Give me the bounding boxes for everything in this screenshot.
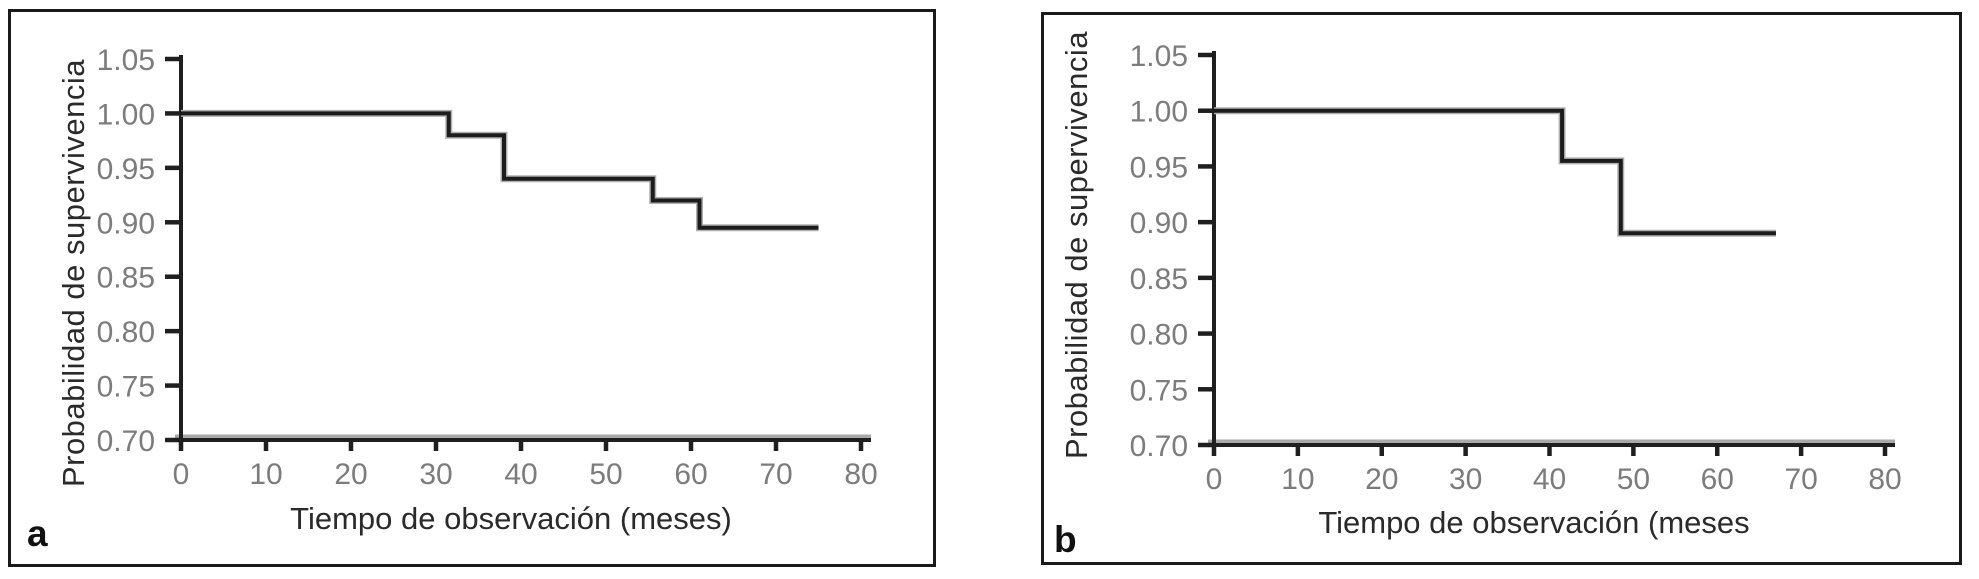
x-axis bbox=[1208, 439, 1895, 447]
x-tick-label: 10 bbox=[249, 458, 282, 491]
x-tick-label: 0 bbox=[1206, 463, 1223, 496]
x-tick-label: 80 bbox=[844, 458, 877, 491]
y-tick-label: 0.70 bbox=[1130, 430, 1188, 463]
x-ticks bbox=[178, 440, 864, 451]
x-tick-labels: 0 10 20 30 40 50 60 70 80 bbox=[1206, 463, 1902, 496]
x-tick-label: 10 bbox=[1281, 463, 1314, 496]
y-tick-label: 0.70 bbox=[97, 425, 155, 458]
x-tick-label: 60 bbox=[1701, 463, 1734, 496]
x-axis bbox=[175, 434, 871, 442]
y-tick-label: 0.80 bbox=[1130, 319, 1188, 352]
y-tick-label: 0.85 bbox=[97, 262, 155, 295]
y-tick-label: 1.00 bbox=[1130, 96, 1188, 129]
x-tick-label: 40 bbox=[1533, 463, 1566, 496]
y-tick-label: 0.95 bbox=[1130, 151, 1188, 184]
x-ticks bbox=[1211, 445, 1888, 456]
x-tick-label: 70 bbox=[1784, 463, 1817, 496]
panel-b: 0.70 0.75 0.80 0.85 0.90 0.95 1.00 1.05 0 10 20 30 4… bbox=[1041, 12, 1962, 565]
x-tick-label: 50 bbox=[589, 458, 622, 491]
x-tick-label: 30 bbox=[419, 458, 452, 491]
y-tick-label: 0.90 bbox=[97, 207, 155, 240]
y-tick-label: 0.75 bbox=[97, 371, 155, 404]
panel-letter-b: b bbox=[1054, 519, 1077, 560]
y-ticks bbox=[165, 56, 181, 443]
panel-a: 0.70 0.75 0.80 0.85 0.90 0.95 1.00 1.05 0 10 20 30 4… bbox=[8, 9, 936, 567]
y-tick-label: 0.80 bbox=[97, 316, 155, 349]
x-axis-label: Tiempo de observación (meses) bbox=[290, 501, 732, 536]
x-axis-label: Tiempo de observación (meses bbox=[1318, 505, 1750, 540]
y-tick-label: 1.05 bbox=[97, 44, 155, 77]
x-tick-label: 60 bbox=[674, 458, 707, 491]
y-tick-label: 0.85 bbox=[1130, 263, 1188, 296]
x-tick-label: 40 bbox=[504, 458, 537, 491]
y-tick-label: 0.90 bbox=[1130, 207, 1188, 240]
y-tick-labels: 0.70 0.75 0.80 0.85 0.90 0.95 1.00 1.05 bbox=[97, 44, 155, 458]
x-tick-label: 70 bbox=[759, 458, 792, 491]
y-tick-label: 1.00 bbox=[97, 98, 155, 131]
survival-curve bbox=[181, 109, 819, 232]
x-tick-label: 20 bbox=[334, 458, 367, 491]
x-tick-label: 80 bbox=[1868, 463, 1901, 496]
y-tick-label: 0.75 bbox=[1130, 374, 1188, 407]
survival-curve bbox=[1214, 107, 1776, 237]
y-ticks bbox=[1198, 52, 1214, 448]
y-axis-label: Probabilidad de supervivencia bbox=[56, 58, 91, 488]
x-tick-label: 30 bbox=[1449, 463, 1482, 496]
x-tick-label: 0 bbox=[173, 458, 190, 491]
y-tick-label: 0.95 bbox=[97, 153, 155, 186]
panel-letter-a: a bbox=[27, 513, 48, 554]
x-tick-label: 50 bbox=[1617, 463, 1650, 496]
y-tick-label: 1.05 bbox=[1130, 40, 1188, 73]
y-axis-label: Probabilidad de supervivencia bbox=[1059, 30, 1094, 460]
y-tick-labels: 0.70 0.75 0.80 0.85 0.90 0.95 1.00 1.05 bbox=[1130, 40, 1188, 463]
survival-chart-b: 0.70 0.75 0.80 0.85 0.90 0.95 1.00 1.05 0 10 20 30 4… bbox=[1130, 40, 1902, 496]
x-tick-label: 20 bbox=[1365, 463, 1398, 496]
survival-chart-a: 0.70 0.75 0.80 0.85 0.90 0.95 1.00 1.05 0 10 20 30 4… bbox=[97, 44, 878, 491]
x-tick-labels: 0 10 20 30 40 50 60 70 80 bbox=[173, 458, 878, 491]
